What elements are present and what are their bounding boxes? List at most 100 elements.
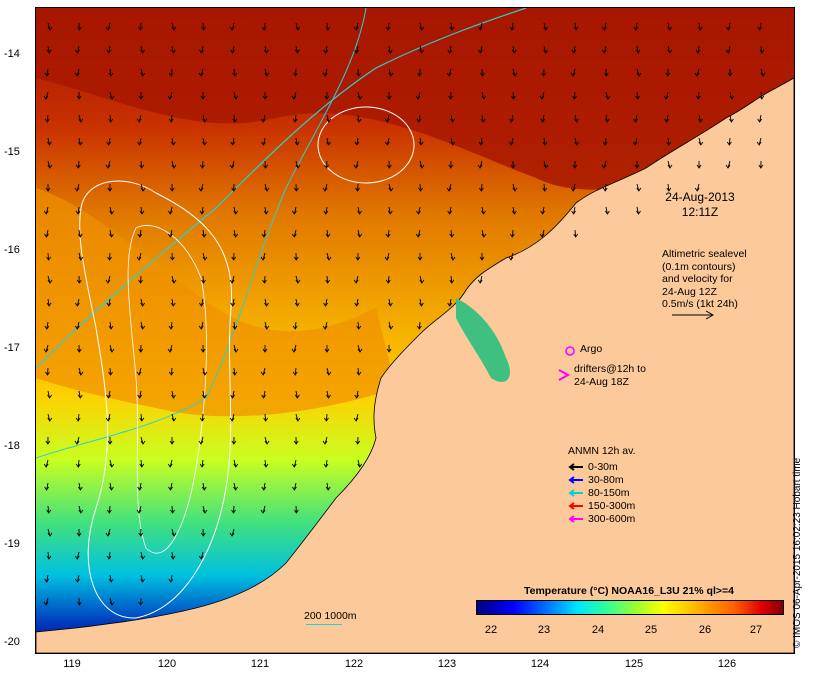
velocity-vector xyxy=(138,344,144,353)
velocity-vector xyxy=(201,275,206,284)
velocity-vector xyxy=(264,45,269,54)
velocity-vector xyxy=(384,114,390,123)
velocity-vector xyxy=(322,321,328,330)
velocity-vector xyxy=(353,275,359,284)
velocity-vector xyxy=(264,321,270,330)
anmn-rows: 0-30m 30-80m 80-150m 150-300m 300-600m xyxy=(568,461,636,526)
velocity-vector xyxy=(322,183,328,192)
colorbar-tick: 23 xyxy=(537,624,551,636)
velocity-vector xyxy=(666,137,672,146)
velocity-vector xyxy=(137,390,143,399)
velocity-vector xyxy=(326,114,332,123)
velocity-vector xyxy=(264,298,269,307)
velocity-vector xyxy=(384,252,390,261)
velocity-vector xyxy=(323,45,329,54)
velocity-vector xyxy=(357,91,363,100)
velocity-vector xyxy=(198,321,204,330)
velocity-vector xyxy=(419,275,425,284)
velocity-vector xyxy=(229,528,235,537)
velocity-vector xyxy=(170,137,176,146)
velocity-vector xyxy=(326,390,331,399)
velocity-vector xyxy=(45,183,51,192)
velocity-vector xyxy=(325,275,331,284)
velocity-vector xyxy=(385,275,391,284)
velocity-vector xyxy=(758,160,764,169)
velocity-vector xyxy=(75,206,81,215)
velocity-vector xyxy=(233,344,239,353)
velocity-vector xyxy=(416,321,422,330)
velocity-vectors xyxy=(43,22,766,606)
velocity-vector xyxy=(198,551,204,560)
velocity-vector xyxy=(77,229,83,238)
velocity-vector xyxy=(75,574,80,583)
land-mass xyxy=(36,77,794,653)
velocity-vector xyxy=(229,275,235,284)
velocity-vector xyxy=(43,344,49,353)
velocity-vector xyxy=(480,68,485,77)
velocity-vector xyxy=(199,45,204,54)
velocity-vector xyxy=(291,206,297,215)
velocity-vector xyxy=(325,229,331,238)
velocity-vector xyxy=(261,390,266,399)
velocity-vector xyxy=(76,344,82,353)
velocity-vector xyxy=(109,482,114,491)
map-frame xyxy=(35,7,795,654)
velocity-vector xyxy=(108,367,113,376)
anmn-legend: ANMN 12h av. 0-30m 30-80m 80-150m 150-300m 3… xyxy=(568,445,636,526)
velocity-vector xyxy=(202,390,207,399)
velocity-vector xyxy=(573,229,579,238)
velocity-vector xyxy=(105,275,111,284)
velocity-vector xyxy=(294,137,300,146)
velocity-vector xyxy=(542,137,548,146)
anmn-item-label: 80-150m xyxy=(588,486,630,499)
velocity-vector xyxy=(356,321,362,330)
velocity-vector xyxy=(76,91,82,100)
colorbar-tick: 25 xyxy=(644,624,658,636)
velocity-vector xyxy=(45,436,51,445)
lat-tick: -18 xyxy=(4,440,20,452)
velocity-vector xyxy=(74,183,80,192)
velocity-vector xyxy=(169,436,175,445)
velocity-vector xyxy=(74,436,80,445)
velocity-vector xyxy=(77,390,83,399)
velocity-vector xyxy=(353,22,359,31)
velocity-vector xyxy=(509,229,515,238)
velocity-vector xyxy=(75,413,81,422)
velocity-vector xyxy=(232,367,238,376)
velocity-vector xyxy=(138,597,143,606)
anmn-item-label: 150-300m xyxy=(588,499,636,512)
velocity-vector xyxy=(200,344,206,353)
velocity-vector xyxy=(198,183,204,192)
velocity-vector xyxy=(574,137,580,146)
velocity-vector xyxy=(261,137,266,146)
anmn-item: 150-300m xyxy=(568,500,636,513)
velocity-vector xyxy=(725,160,731,169)
velocity-vector xyxy=(570,68,576,77)
velocity-vector xyxy=(419,45,424,54)
anmn-item: 80-150m xyxy=(568,487,636,500)
velocity-vector xyxy=(572,160,578,169)
bay-inlet xyxy=(456,298,511,382)
velocity-vector xyxy=(326,137,331,146)
lon-tick: 119 xyxy=(63,658,81,670)
lon-tick: 124 xyxy=(530,658,550,670)
velocity-vector xyxy=(292,367,298,376)
velocity-vector xyxy=(698,137,704,146)
velocity-vector xyxy=(230,298,236,307)
velocity-vector xyxy=(260,367,266,376)
velocity-vector xyxy=(109,344,115,353)
velocity-vector xyxy=(636,183,642,192)
velocity-vector xyxy=(385,229,391,238)
velocity-vector xyxy=(106,45,112,54)
velocity-vector xyxy=(291,91,297,100)
velocity-vector xyxy=(448,91,454,100)
velocity-vector xyxy=(356,367,362,376)
velocity-vector xyxy=(167,91,173,100)
velocity-vector xyxy=(387,45,393,54)
velocity-vector xyxy=(508,252,514,261)
velocity-vector xyxy=(601,45,607,54)
velocity-vector xyxy=(355,436,361,445)
velocity-vector xyxy=(291,482,297,491)
velocity-vector xyxy=(106,298,112,307)
velocity-vector xyxy=(419,22,425,31)
